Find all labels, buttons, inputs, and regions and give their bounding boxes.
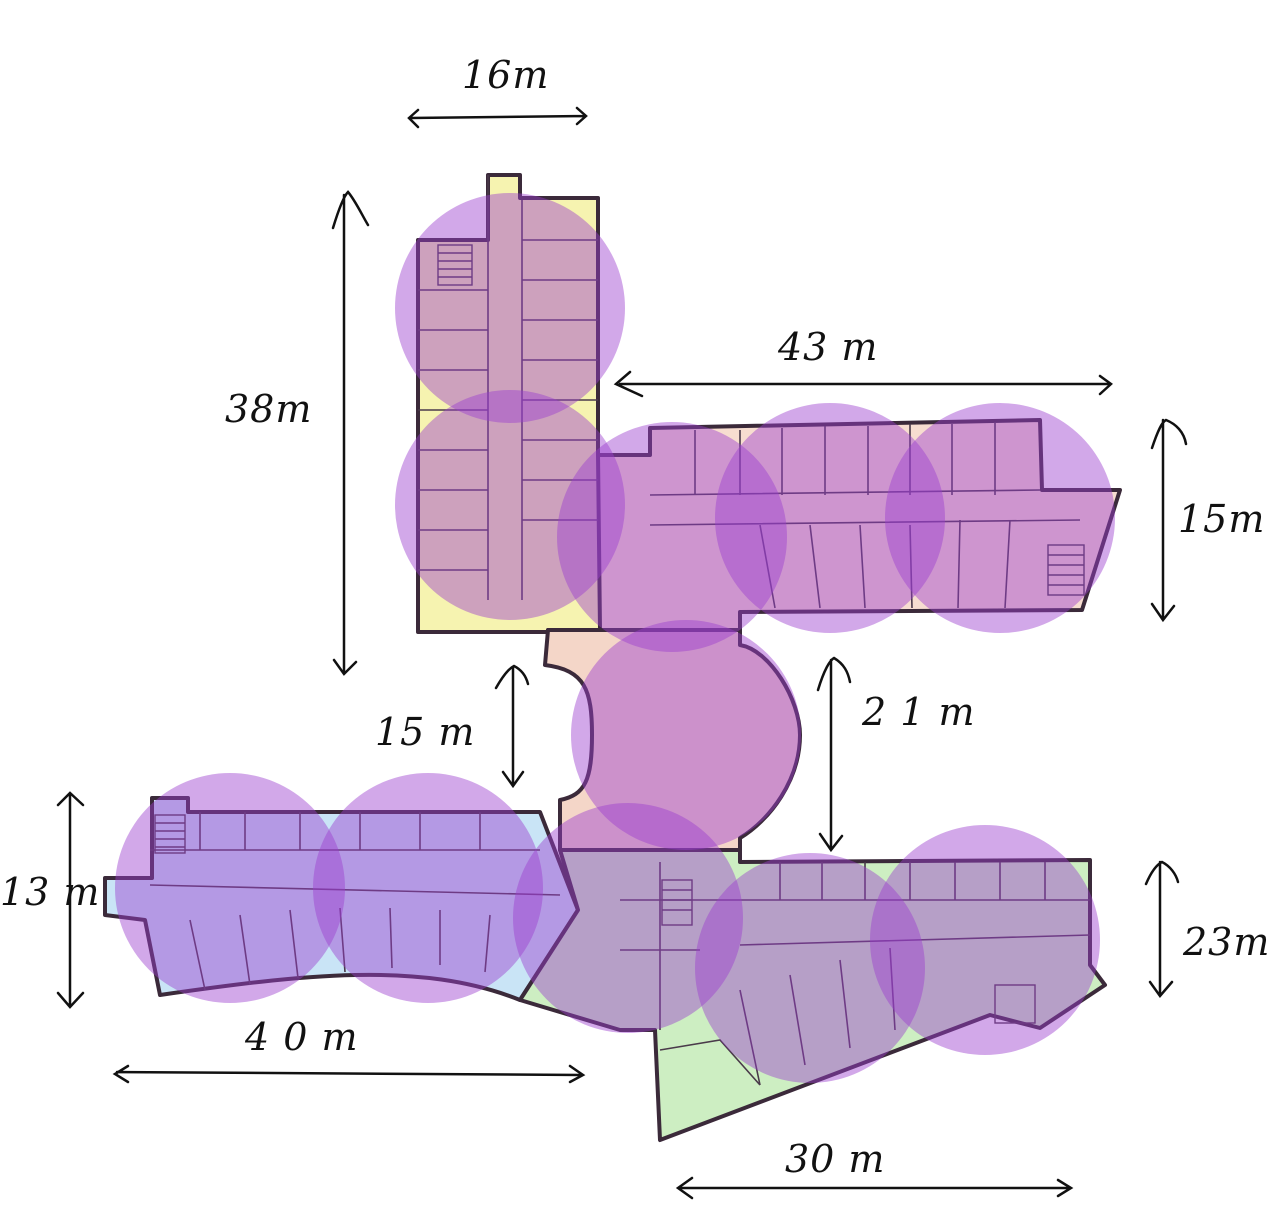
building-floor-plan (103, 173, 1122, 1142)
dim-arrow-south-height (1144, 860, 1180, 999)
label-south-height: 23m (1182, 920, 1270, 964)
dim-arrow-west-width (112, 1064, 586, 1084)
label-gap-left: 15 m (375, 710, 475, 754)
label-south-width: 30 m (785, 1137, 885, 1181)
dim-arrow-north-height (331, 190, 370, 676)
coverage-zone (571, 620, 801, 850)
coverage-zone (513, 803, 743, 1033)
central-connector (543, 628, 802, 864)
interior-walls (149, 175, 1091, 1086)
dim-arrow-east-height (1150, 418, 1188, 623)
dim-arrow-east-width (613, 370, 1113, 398)
label-gap-right: 2 1 m (861, 690, 976, 734)
dim-arrow-gap-left (494, 664, 530, 789)
coverage-zones (115, 193, 1115, 1083)
label-east-height: 15m (1178, 497, 1265, 541)
label-north-width: 16m (462, 53, 549, 97)
label-east-width: 43 m (777, 325, 878, 369)
coverage-zone (885, 403, 1115, 633)
dim-arrow-west-height (56, 791, 85, 1009)
coverage-zone (715, 403, 945, 633)
south-center-block (518, 848, 1107, 1142)
dim-arrow-south-width (675, 1176, 1074, 1200)
stairs (154, 244, 1085, 1024)
dimension-labels: 16m 38m 43 m 15m 15 m 2 1 m 13 m 4 0 m 2… (0, 53, 1270, 1181)
coverage-zone (557, 422, 787, 652)
dimension-arrows (56, 106, 1188, 1200)
dim-arrow-gap-right (816, 656, 852, 853)
coverage-zone (115, 773, 345, 1003)
label-north-height: 38m (225, 387, 312, 431)
dim-arrow-north-width (407, 106, 588, 129)
coverage-zone (313, 773, 543, 1003)
coverage-zone (870, 825, 1100, 1055)
coverage-zone (395, 193, 625, 423)
coverage-zone (695, 853, 925, 1083)
label-west-width: 4 0 m (244, 1015, 359, 1059)
label-west-height: 13 m (0, 870, 100, 914)
coverage-zone (395, 390, 625, 620)
